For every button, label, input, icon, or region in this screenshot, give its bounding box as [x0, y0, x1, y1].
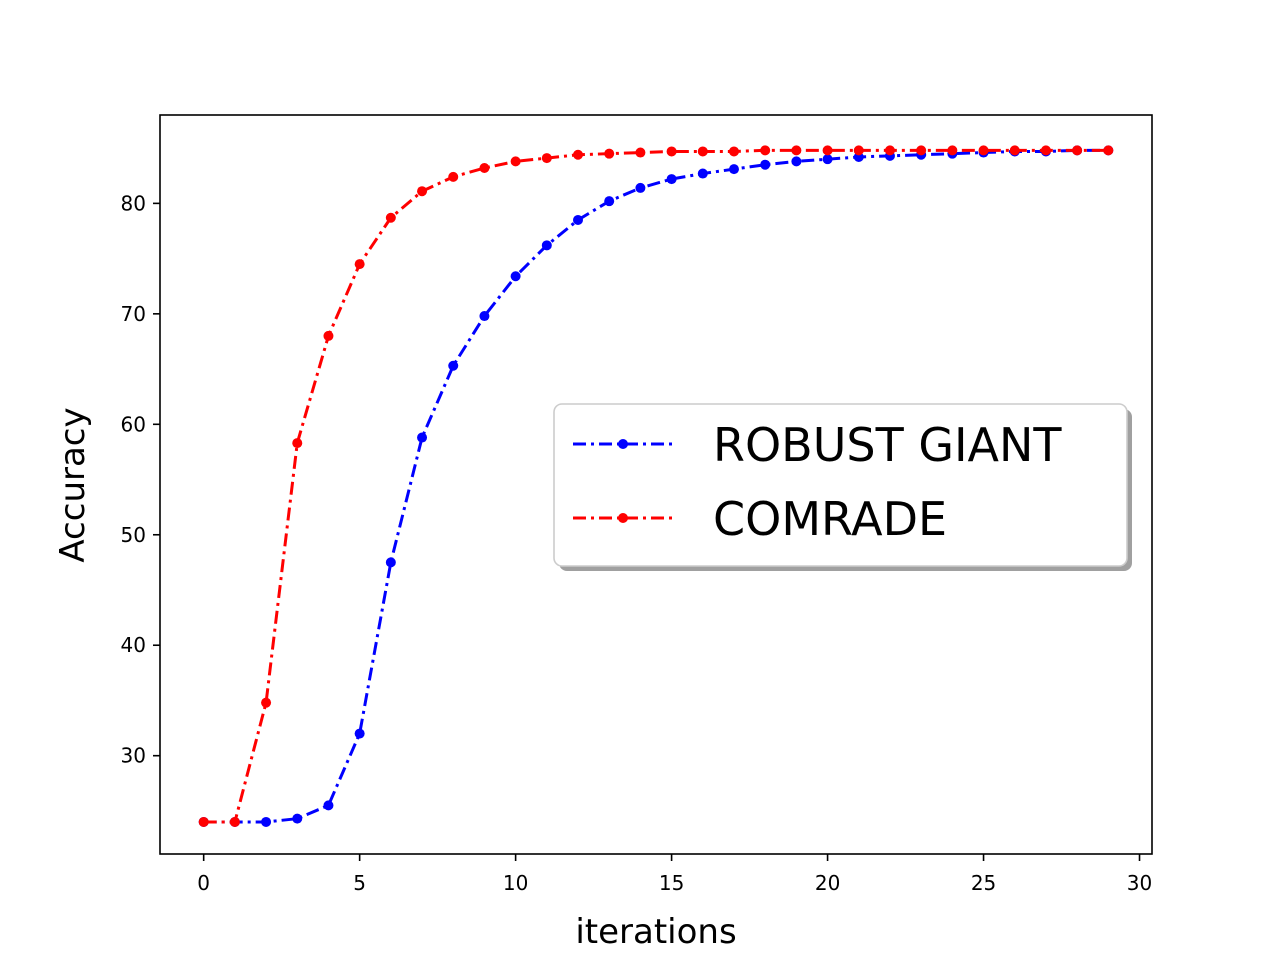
legend-label: COMRADE — [713, 492, 947, 546]
data-point — [947, 145, 958, 156]
data-point — [417, 432, 428, 443]
x-tick-label: 0 — [197, 871, 210, 895]
data-point — [728, 164, 739, 175]
x-tick-label: 20 — [815, 871, 840, 895]
data-point — [1040, 145, 1051, 156]
data-point — [822, 154, 833, 165]
data-point — [1072, 145, 1083, 156]
data-point — [385, 212, 396, 223]
data-point — [417, 186, 428, 197]
data-point — [292, 813, 303, 824]
x-tick-label: 25 — [971, 871, 996, 895]
x-tick-label: 30 — [1127, 871, 1152, 895]
data-point — [604, 148, 615, 159]
legend-entries: ROBUST GIANT COMRADE — [573, 418, 1062, 546]
x-tick-label: 15 — [659, 871, 684, 895]
series-line — [203, 148, 1109, 824]
data-point — [573, 214, 584, 225]
y-axis-ticks: 30 40 50 60 70 80 — [121, 191, 160, 768]
data-point — [760, 159, 771, 170]
data-point — [323, 800, 334, 811]
series-group — [198, 145, 1114, 827]
y-tick-label: 30 — [121, 744, 146, 768]
data-point — [1103, 145, 1114, 156]
data-point — [791, 156, 802, 167]
data-point — [510, 156, 521, 167]
data-point — [697, 168, 708, 179]
y-tick-label: 70 — [121, 302, 146, 326]
data-point — [354, 728, 365, 739]
legend-box — [553, 403, 1128, 567]
data-point — [666, 174, 677, 185]
legend-marker — [618, 439, 628, 449]
y-tick-label: 80 — [121, 191, 146, 215]
data-point — [385, 557, 396, 568]
data-point — [728, 146, 739, 157]
data-point — [323, 330, 334, 341]
data-point — [853, 145, 864, 156]
data-point — [292, 438, 303, 449]
data-point — [791, 145, 802, 156]
y-tick-label: 40 — [121, 633, 146, 657]
data-point — [1009, 145, 1020, 156]
data-point — [541, 240, 552, 251]
data-point — [198, 816, 209, 827]
data-point — [261, 697, 272, 708]
y-tick-label: 50 — [121, 523, 146, 547]
data-point — [916, 145, 927, 156]
data-point — [573, 149, 584, 160]
data-point — [978, 145, 989, 156]
x-tick-label: 5 — [353, 871, 366, 895]
legend-label: ROBUST GIANT — [713, 418, 1062, 472]
plot-frame — [159, 114, 1153, 855]
data-point — [635, 182, 646, 193]
legend-marker — [618, 513, 628, 523]
data-point — [479, 311, 490, 322]
data-point — [635, 147, 646, 158]
x-axis-label: iterations — [575, 912, 736, 952]
data-point — [354, 259, 365, 270]
y-axis-label: Accuracy — [53, 407, 93, 562]
data-point — [697, 146, 708, 157]
data-point — [666, 146, 677, 157]
data-point — [479, 163, 490, 174]
data-point — [604, 196, 615, 207]
data-point — [884, 145, 895, 156]
data-point — [822, 145, 833, 156]
data-point — [229, 816, 240, 827]
data-point — [760, 145, 771, 156]
legend: ROBUST GIANT COMRADE — [553, 403, 1132, 571]
data-point — [448, 171, 459, 182]
series-line — [203, 148, 1109, 824]
x-tick-label: 10 — [503, 871, 528, 895]
x-axis-ticks: 0 5 10 15 20 25 30 — [197, 854, 1152, 895]
data-point — [510, 271, 521, 282]
y-tick-label: 60 — [121, 412, 146, 436]
data-point — [261, 816, 272, 827]
data-point — [541, 153, 552, 164]
data-point — [448, 360, 459, 371]
series-layer — [198, 145, 1114, 827]
series-group — [198, 145, 1114, 827]
